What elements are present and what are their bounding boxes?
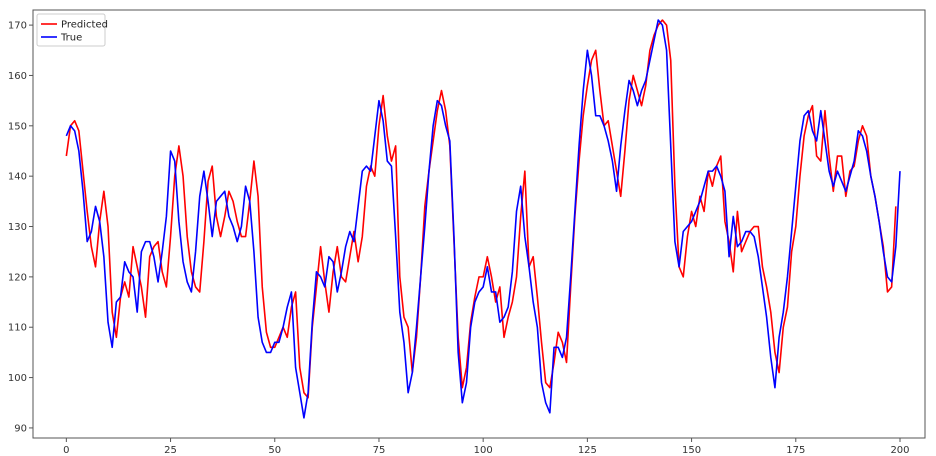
y-tick-label: 120: [8, 272, 27, 283]
legend-box: [36, 13, 106, 47]
y-tick-label: 130: [8, 222, 27, 233]
y-tick-label: 170: [8, 21, 27, 32]
y-tick-label: 140: [8, 172, 27, 183]
x-tick-label: 50: [268, 445, 281, 456]
x-tick-label: 100: [474, 445, 493, 456]
x-tick-label: 25: [164, 445, 177, 456]
x-tick-label: 150: [682, 445, 701, 456]
x-tick-label: 125: [578, 445, 597, 456]
y-tick-label: 90: [14, 423, 27, 434]
y-tick-label: 160: [8, 71, 27, 82]
legend-label-true: True: [60, 33, 82, 44]
y-tick-label: 110: [8, 323, 27, 334]
x-tick-label: 75: [373, 445, 386, 456]
y-tick-label: 100: [8, 373, 27, 384]
series-line-true: [65, 19, 901, 419]
x-tick-label: 0: [63, 445, 69, 456]
series-line-predicted: [65, 19, 897, 399]
x-tick-label: 175: [786, 445, 805, 456]
plot-area-frame: [32, 9, 926, 439]
x-tick-label: 200: [890, 445, 909, 456]
y-tick-label: 150: [8, 121, 27, 132]
legend-label-predicted: Predicted: [61, 20, 108, 31]
